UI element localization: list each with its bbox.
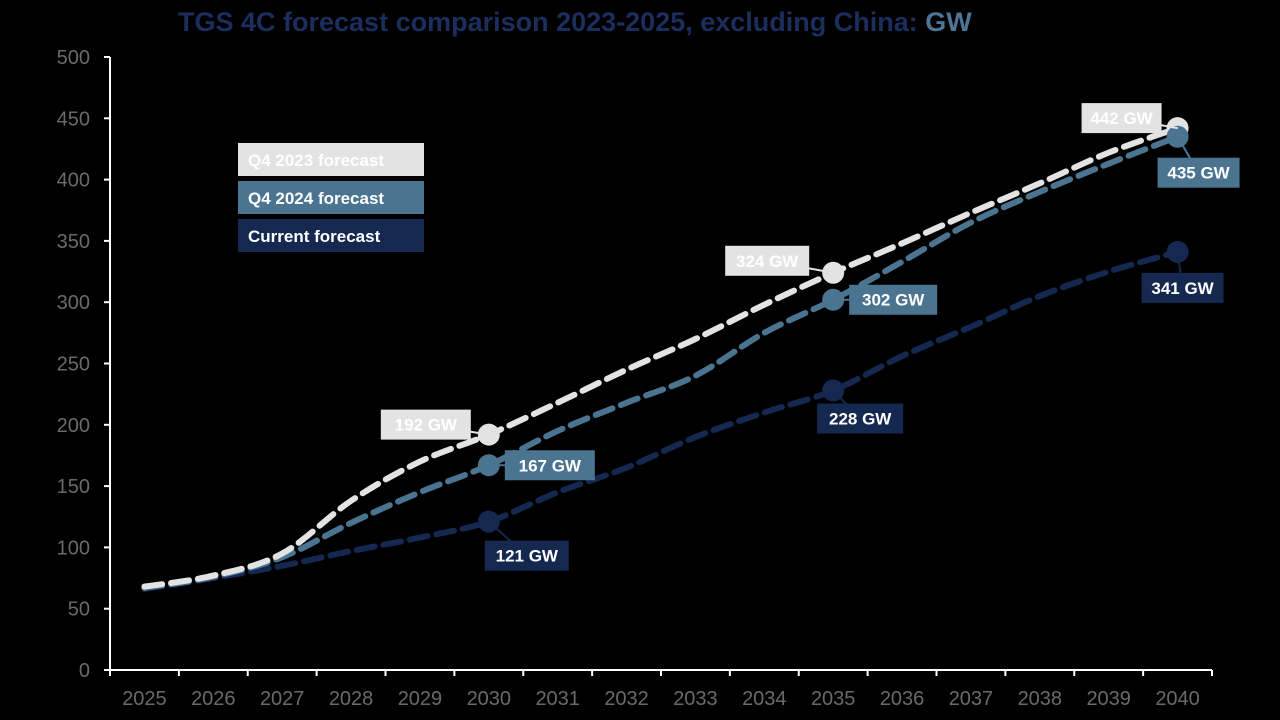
axes: 0 50 100 150 200 250 300 350 400 450 500 2025 2026 20… [57, 47, 1213, 710]
x-tick-label: 2029 [398, 688, 443, 710]
data-label: 302 GW [833, 284, 938, 315]
x-tick-label: 2025 [122, 688, 167, 710]
y-tick-label: 250 [57, 354, 90, 376]
data-label-text: 167 GW [519, 456, 582, 475]
data-label-text: 435 GW [1167, 164, 1230, 183]
data-label-text: 121 GW [496, 547, 559, 566]
chart-title-main: TGS 4C forecast comparison 2023-2025, ex… [178, 7, 925, 37]
y-tick-label: 100 [57, 537, 90, 559]
series-line-2 [141, 133, 1181, 591]
data-label-box [1141, 272, 1224, 303]
y-tick-label: 0 [79, 660, 90, 682]
x-tick-label: 2039 [1086, 688, 1131, 710]
x-tick-label: 2038 [1018, 688, 1063, 710]
y-tick-label: 150 [57, 476, 90, 498]
data-label: 192 GW [380, 409, 489, 440]
x-tick-label: 2031 [535, 688, 580, 710]
data-label-box [725, 245, 810, 276]
legend: Q4 2023 forecast Q4 2024 forecast Current … [238, 143, 424, 252]
x-tick-label: 2027 [260, 688, 305, 710]
x-tick-label: 2033 [673, 688, 718, 710]
x-tick-label: 2032 [604, 688, 649, 710]
legend-item-3: Current forecast [238, 219, 424, 252]
series-layer [141, 125, 1181, 593]
x-tick-label: 2037 [949, 688, 994, 710]
chart-title-unit: GW [925, 7, 972, 37]
data-label-box [380, 409, 471, 440]
legend-swatch [238, 219, 424, 252]
y-tick-label: 450 [57, 108, 90, 130]
legend-item-2: Q4 2024 forecast [238, 181, 424, 214]
data-label: 167 GW [488, 450, 595, 481]
data-label: 442 GW [1081, 103, 1178, 134]
legend-swatch [238, 143, 424, 176]
data-label-text: 341 GW [1151, 279, 1214, 298]
data-label-box [504, 450, 595, 481]
data-label: 228 GW [817, 389, 904, 434]
data-label-text: 192 GW [395, 416, 458, 435]
data-label: 435 GW [1157, 136, 1240, 188]
legend-label: Q4 2023 forecast [248, 151, 384, 170]
y-tick-label: 500 [57, 47, 90, 69]
x-tick-label: 2040 [1155, 688, 1200, 710]
data-label-box [1157, 157, 1240, 188]
data-label: 324 GW [725, 245, 834, 276]
legend-swatch [238, 181, 424, 214]
y-tick-label: 350 [57, 231, 90, 253]
data-label-box [849, 284, 938, 315]
chart-title: TGS 4C forecast comparison 2023-2025, ex… [178, 7, 972, 37]
data-label-text: 324 GW [736, 252, 799, 271]
y-tick-label: 200 [57, 415, 90, 437]
legend-label: Q4 2024 forecast [248, 189, 384, 208]
data-label-text: 302 GW [862, 291, 925, 310]
x-tick-label: 2036 [880, 688, 925, 710]
data-label-box [1081, 103, 1162, 134]
x-tick-label: 2030 [467, 688, 512, 710]
y-tick-label: 300 [57, 292, 90, 314]
data-label-text: 228 GW [829, 409, 892, 428]
series-line-1 [141, 125, 1181, 590]
y-tick-label: 400 [57, 170, 90, 192]
x-tick-label: 2034 [742, 688, 787, 710]
data-label-text: 442 GW [1090, 109, 1153, 128]
x-tick-label: 2026 [191, 688, 236, 710]
legend-item-1: Q4 2023 forecast [238, 143, 424, 176]
x-tick-label: 2035 [811, 688, 856, 710]
y-tick-label: 50 [68, 599, 90, 621]
x-tick-label: 2028 [329, 688, 374, 710]
data-label: 341 GW [1141, 251, 1224, 303]
series-line-3 [141, 248, 1181, 593]
data-label-box [484, 540, 569, 571]
legend-label: Current forecast [248, 227, 381, 246]
data-labels-layer: 192 GW 167 GW 121 GW 324 GW 302 GW 228 GW 442 … [380, 103, 1240, 571]
data-label-box [817, 403, 904, 434]
data-label: 121 GW [484, 520, 569, 571]
